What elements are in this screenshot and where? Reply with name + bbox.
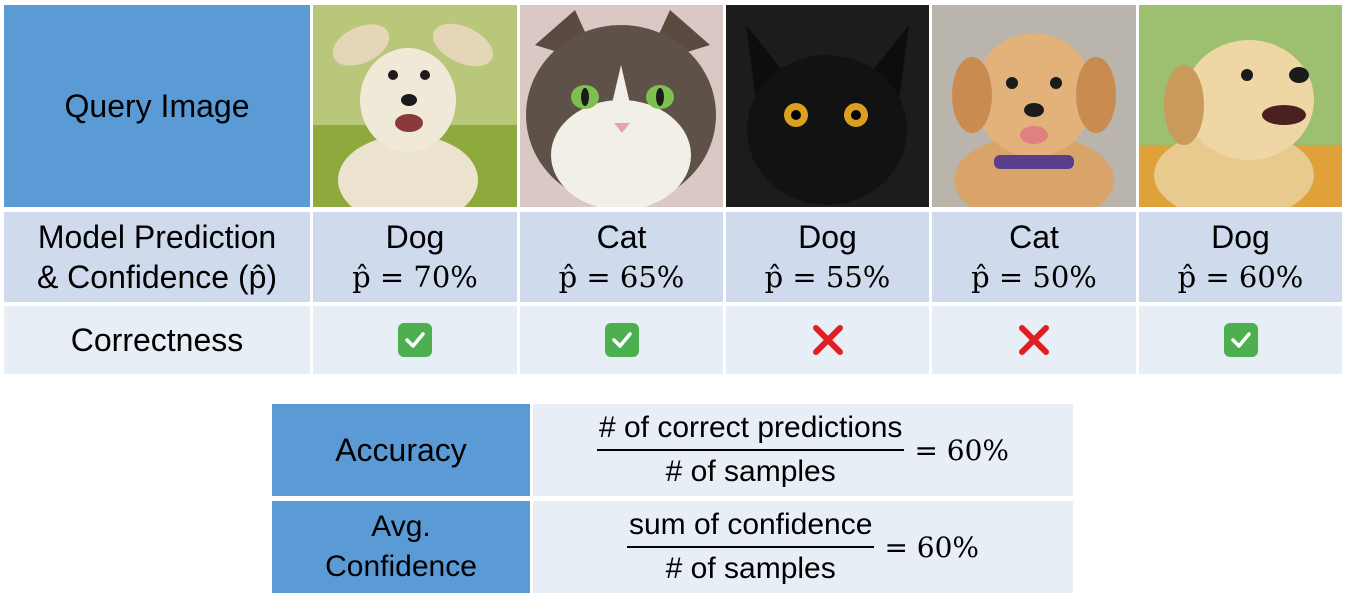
cross-mark-icon (1017, 323, 1051, 357)
query-image-label: Query Image (64, 88, 250, 124)
accuracy-formula-cell: # of correct predictions # of samples = … (533, 404, 1073, 496)
prediction-label-line1: Model Prediction (37, 219, 277, 255)
cross-mark-icon (811, 323, 845, 357)
correctness-label: Correctness (70, 322, 244, 358)
dog-photo-1 (313, 5, 517, 207)
accuracy-result: = 60% (914, 433, 1010, 467)
confidence-value: p̂ = 65% (558, 260, 685, 294)
accuracy-numerator: # of correct predictions (596, 411, 905, 451)
avg-confidence-label-line1: Avg. (371, 510, 431, 543)
predicted-label: Dog (385, 219, 445, 255)
dog-photo-2 (932, 5, 1136, 207)
correctness-cell-4 (932, 306, 1136, 374)
prediction-cell-1: Dog p̂ = 70% (313, 212, 517, 302)
prediction-header: Model Prediction & Confidence (p̂) (4, 212, 310, 302)
correctness-cell-5 (1139, 306, 1342, 374)
correctness-cell-1 (313, 306, 517, 374)
accuracy-header: Accuracy (272, 404, 530, 496)
accuracy-denominator: # of samples (665, 455, 836, 488)
predicted-label: Cat (1009, 219, 1059, 255)
prediction-cell-4: Cat p̂ = 50% (932, 212, 1136, 302)
accuracy-fraction: # of correct predictions # of samples (596, 411, 905, 489)
confidence-value: p̂ = 50% (971, 260, 1097, 294)
accuracy-formula: # of correct predictions # of samples = … (596, 411, 1010, 489)
cat-photo-2 (726, 5, 929, 207)
query-image-header: Query Image (4, 5, 310, 207)
confidence-value: p̂ = 60% (1177, 260, 1304, 294)
predicted-label: Cat (596, 219, 647, 255)
check-mark-icon (1223, 323, 1258, 357)
avg-confidence-fraction: sum of confidence # of samples (626, 508, 875, 586)
predicted-label: Dog (1211, 219, 1270, 255)
confidence-value: p̂ = 55% (764, 260, 891, 294)
dog-photo-3 (1139, 5, 1342, 207)
prediction-cell-3: Dog p̂ = 55% (726, 212, 929, 302)
correctness-cell-2 (520, 306, 723, 374)
avg-confidence-result: = 60% (884, 530, 980, 564)
prediction-cell-5: Dog p̂ = 60% (1139, 212, 1342, 302)
predicted-label: Dog (798, 219, 857, 255)
avg-confidence-header: Avg. Confidence (272, 501, 530, 593)
avg-confidence-formula: sum of confidence # of samples = 60% (626, 508, 980, 586)
prediction-label-line2: & Confidence (p̂) (36, 259, 278, 295)
check-mark-icon (398, 323, 432, 357)
avg-confidence-formula-cell: sum of confidence # of samples = 60% (533, 501, 1073, 593)
avg-confidence-label-line2: Confidence (325, 550, 477, 583)
check-mark-icon (604, 323, 639, 357)
avg-confidence-denominator: # of samples (665, 552, 836, 585)
accuracy-label: Accuracy (335, 432, 467, 468)
prediction-cell-2: Cat p̂ = 65% (520, 212, 723, 302)
avg-confidence-numerator: sum of confidence (626, 508, 875, 548)
correctness-header: Correctness (4, 306, 310, 374)
cat-photo-1 (520, 5, 723, 207)
confidence-value: p̂ = 70% (352, 260, 478, 294)
correctness-cell-3 (726, 306, 929, 374)
